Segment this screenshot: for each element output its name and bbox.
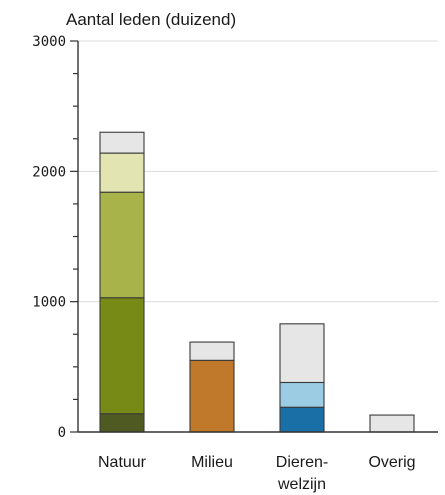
y-tick-label: 0	[58, 425, 66, 441]
y-tick-label: 2000	[32, 164, 66, 180]
bar-segment	[99, 191, 145, 299]
bar-segment	[99, 152, 145, 193]
x-tick-label: Natuur	[98, 454, 147, 471]
bar-segment	[99, 297, 145, 415]
bar-segment	[279, 406, 325, 433]
y-axis	[70, 40, 438, 433]
y-tick-label: 1000	[32, 295, 66, 311]
bar-segment	[279, 381, 325, 408]
bar-segment	[279, 323, 325, 384]
x-tick-label: Overig	[368, 454, 415, 471]
x-tick-label: welzijn	[277, 476, 326, 493]
y-tick-label: 3000	[32, 34, 66, 50]
bar-segment	[369, 414, 415, 433]
bar-segment	[99, 413, 145, 433]
y-tick-labels: 0 1000 2000 3000	[32, 34, 66, 441]
x-tick-labels: Natuur Milieu Dieren-welzijn Overig	[98, 454, 416, 493]
y-axis-label: Aantal leden (duizend)	[66, 10, 236, 29]
bar-segment	[99, 131, 145, 154]
x-tick-label: Milieu	[191, 454, 233, 471]
x-tick-label: Dieren-	[276, 454, 328, 471]
bars	[99, 131, 415, 433]
bar-segment	[189, 341, 235, 361]
bar-segment	[189, 359, 235, 433]
